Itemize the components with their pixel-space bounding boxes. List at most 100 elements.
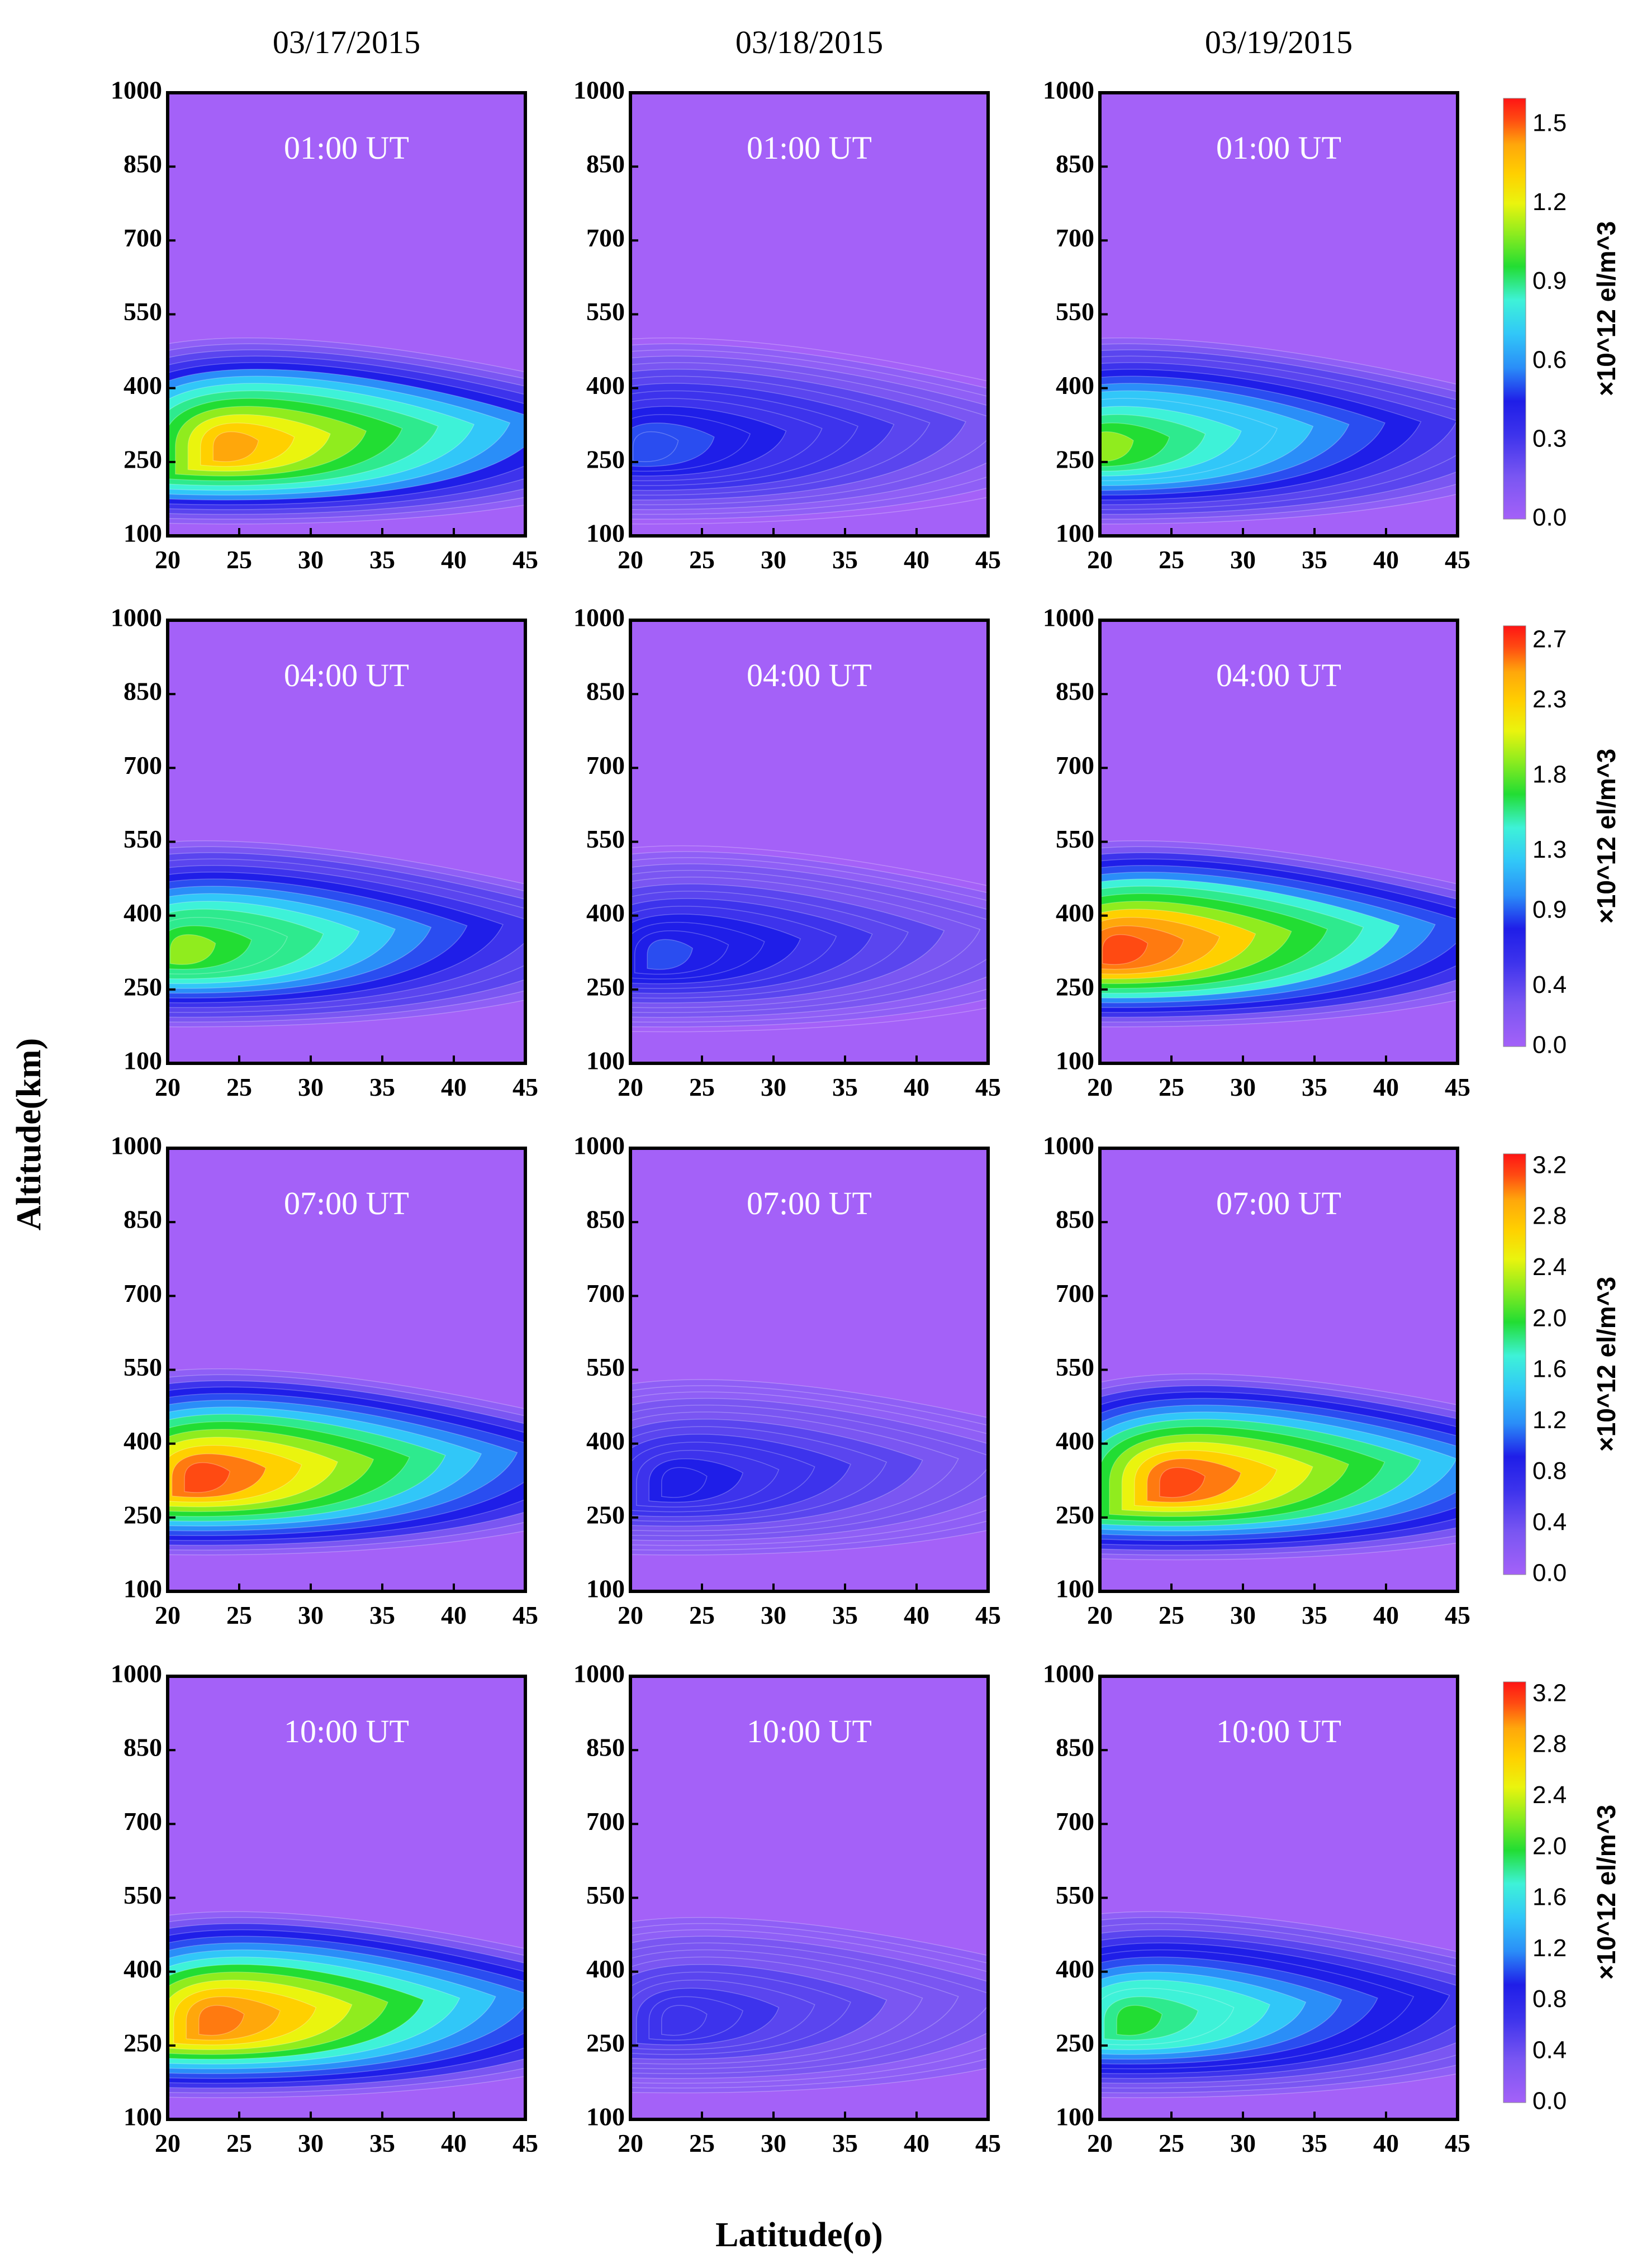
time-label: 10:00 UT xyxy=(1216,1713,1341,1749)
x-tick-label: 20 xyxy=(618,1073,643,1101)
x-tick-label: 25 xyxy=(226,545,252,574)
contour-band xyxy=(1116,2005,1163,2036)
y-tick-label: 850 xyxy=(1056,150,1094,178)
y-tick-label: 700 xyxy=(586,1807,625,1836)
y-tick-label: 100 xyxy=(1056,1575,1094,1603)
y-tick-label: 700 xyxy=(1056,1279,1094,1307)
time-label: 01:00 UT xyxy=(284,130,409,166)
y-tick-label: 850 xyxy=(1056,677,1094,706)
x-tick-label: 25 xyxy=(226,1601,252,1629)
x-tick-label: 25 xyxy=(689,1073,715,1101)
x-tick-label: 45 xyxy=(512,2129,538,2157)
colorbar-unit-label: ×10^12 el/m^3 xyxy=(1592,749,1621,924)
x-tick-label: 35 xyxy=(1302,1601,1327,1629)
y-tick-label: 700 xyxy=(586,1279,625,1307)
contour-band xyxy=(1102,934,1149,965)
x-tick-label: 25 xyxy=(1159,1073,1184,1101)
x-tick-label: 20 xyxy=(155,1601,181,1629)
x-tick-label: 20 xyxy=(618,2129,643,2157)
x-tick-label: 30 xyxy=(761,1601,786,1629)
y-tick-label: 250 xyxy=(124,1500,162,1529)
y-tick-label: 850 xyxy=(586,1733,625,1762)
colorbar-tick-label: 2.4 xyxy=(1532,1781,1567,1809)
y-tick-label: 550 xyxy=(124,297,162,326)
colorbar-gradient xyxy=(1503,625,1526,1047)
x-tick-label: 45 xyxy=(975,1073,1001,1101)
y-tick-label: 1000 xyxy=(573,1660,625,1688)
colorbar-tick-label: 0.4 xyxy=(1532,1508,1567,1535)
x-tick-label: 25 xyxy=(689,545,715,574)
x-tick-label: 35 xyxy=(832,2129,858,2157)
colorbar-tick-label: 1.6 xyxy=(1532,1884,1567,1911)
colorbar-gradient xyxy=(1503,1153,1526,1575)
x-tick-label: 30 xyxy=(298,545,324,574)
y-tick-label: 100 xyxy=(586,1047,625,1075)
y-tick-label: 700 xyxy=(124,1807,162,1836)
colorbar-tick-label: 2.8 xyxy=(1532,1202,1567,1230)
x-tick-label: 30 xyxy=(1230,1073,1256,1101)
y-tick-label: 250 xyxy=(1056,2028,1094,2057)
column-title: 03/19/2015 xyxy=(1205,24,1352,60)
x-tick-label: 25 xyxy=(689,2129,715,2157)
y-tick-label: 400 xyxy=(1056,898,1094,927)
time-label: 04:00 UT xyxy=(1216,657,1341,693)
colorbar: 3.2 2.8 2.4 2.0 1.6 1.2 0.8 0.4 0.0 ×10^12 el/m^3 xyxy=(1503,1679,1621,2115)
y-tick-label: 250 xyxy=(586,972,625,1001)
y-tick-label: 250 xyxy=(124,972,162,1001)
colorbar: 3.2 2.8 2.4 2.0 1.6 1.2 0.8 0.4 0.0 ×10^12 el/m^3 xyxy=(1503,1151,1621,1587)
x-tick-label: 45 xyxy=(1445,2129,1470,2157)
y-tick-label: 100 xyxy=(1056,2103,1094,2131)
time-label: 07:00 UT xyxy=(747,1185,872,1221)
y-tick-label: 550 xyxy=(586,297,625,326)
y-tick-label: 1000 xyxy=(111,1660,162,1688)
contour-band xyxy=(1159,1467,1206,1498)
x-tick-label: 40 xyxy=(1373,1601,1399,1629)
y-tick-label: 100 xyxy=(124,2103,162,2131)
time-label: 10:00 UT xyxy=(284,1713,409,1749)
y-tick-label: 1000 xyxy=(573,603,625,632)
y-tick-label: 550 xyxy=(124,1881,162,1909)
y-tick-label: 400 xyxy=(124,1427,162,1455)
y-tick-label: 400 xyxy=(586,1955,625,1983)
colorbar-tick-label: 2.0 xyxy=(1532,1304,1567,1332)
x-tick-label: 40 xyxy=(1373,545,1399,574)
colorbar-gradient xyxy=(1503,98,1526,520)
x-tick-label: 30 xyxy=(298,1073,324,1101)
y-tick-label: 700 xyxy=(1056,1807,1094,1836)
x-axis-label: Latitude(o) xyxy=(715,2216,883,2254)
colorbar-tick-label: 3.2 xyxy=(1532,1151,1567,1178)
y-tick-label: 1000 xyxy=(111,603,162,632)
y-tick-label: 850 xyxy=(586,150,625,178)
colorbar-tick-label: 0.0 xyxy=(1532,2088,1567,2115)
colorbar-tick-label: 0.0 xyxy=(1532,1559,1567,1587)
y-tick-label: 550 xyxy=(1056,1353,1094,1381)
colorbar-tick-label: 0.0 xyxy=(1532,504,1567,531)
y-tick-label: 550 xyxy=(586,1881,625,1909)
x-tick-label: 40 xyxy=(904,545,929,574)
time-label: 01:00 UT xyxy=(747,130,872,166)
y-tick-label: 550 xyxy=(124,1353,162,1381)
y-tick-label: 550 xyxy=(1056,825,1094,853)
colorbar-tick-label: 1.8 xyxy=(1532,761,1567,788)
colorbar-tick-label: 1.2 xyxy=(1532,1934,1567,1962)
x-tick-label: 35 xyxy=(1302,2129,1327,2157)
y-tick-label: 850 xyxy=(586,1205,625,1234)
x-tick-label: 30 xyxy=(761,2129,786,2157)
y-tick-label: 1000 xyxy=(111,76,162,104)
y-tick-label: 850 xyxy=(124,150,162,178)
y-tick-label: 1000 xyxy=(111,1131,162,1160)
y-tick-label: 250 xyxy=(124,2028,162,2057)
y-tick-label: 400 xyxy=(586,371,625,400)
y-tick-label: 400 xyxy=(1056,371,1094,400)
x-tick-label: 40 xyxy=(1373,2129,1399,2157)
y-tick-label: 850 xyxy=(586,677,625,706)
x-tick-label: 20 xyxy=(1087,545,1113,574)
y-tick-label: 100 xyxy=(586,2103,625,2131)
x-tick-label: 25 xyxy=(1159,2129,1184,2157)
